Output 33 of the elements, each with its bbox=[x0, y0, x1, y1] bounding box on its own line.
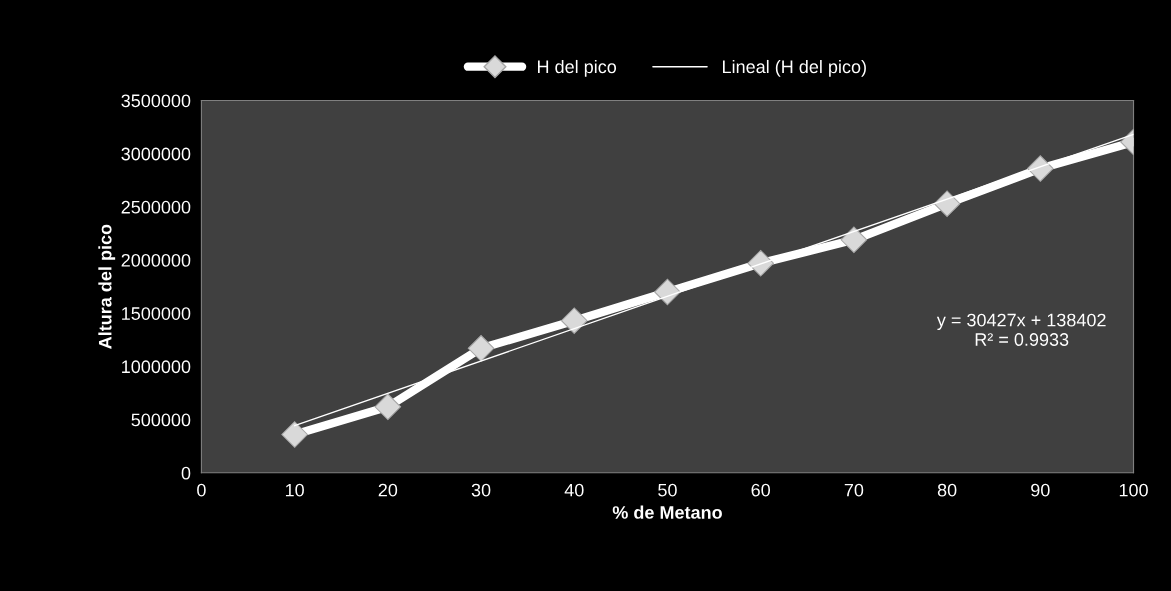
annotation: y = 30427x + 138402 R² = 0.9933 bbox=[936, 313, 1106, 346]
point bbox=[747, 249, 774, 277]
point bbox=[281, 421, 308, 448]
x-tick-label: 0 bbox=[197, 483, 206, 497]
point bbox=[374, 393, 402, 421]
x-tick-label: 80 bbox=[937, 483, 957, 497]
y-axis-title: Altura del pico bbox=[98, 224, 116, 349]
point bbox=[467, 335, 495, 362]
point bbox=[654, 278, 681, 306]
x-tick-label: 30 bbox=[471, 483, 491, 497]
y-tick-label: 3000000 bbox=[121, 147, 191, 161]
point bbox=[560, 307, 588, 334]
x-tick-label: 10 bbox=[285, 483, 304, 497]
y-tick-label: 3500000 bbox=[121, 94, 191, 108]
y-tick-label: 500000 bbox=[131, 413, 191, 427]
x-tick-label: 70 bbox=[844, 483, 864, 497]
x-tick-label: 40 bbox=[564, 483, 584, 497]
legend-label: H del pico bbox=[538, 59, 617, 77]
y-tick-label: 1000000 bbox=[122, 360, 191, 374]
y-tick-label: 0 bbox=[181, 466, 191, 480]
legend-label: Lineal (H del pico) bbox=[723, 59, 866, 77]
point bbox=[1027, 155, 1054, 182]
y-tick-label: 1500000 bbox=[122, 307, 191, 320]
point bbox=[933, 190, 961, 217]
x-tick-label: 90 bbox=[1031, 483, 1050, 497]
x-tick-label: 20 bbox=[378, 483, 398, 497]
y-tick-label: 2000000 bbox=[121, 253, 191, 267]
x-tick-label: 60 bbox=[751, 483, 771, 497]
x-axis-title: % de Metano bbox=[612, 505, 722, 519]
x-tick-label: 50 bbox=[658, 483, 677, 497]
point bbox=[840, 226, 868, 254]
y-tick-label: 2500000 bbox=[121, 200, 191, 214]
x-tick-label: 100 bbox=[1119, 483, 1148, 497]
